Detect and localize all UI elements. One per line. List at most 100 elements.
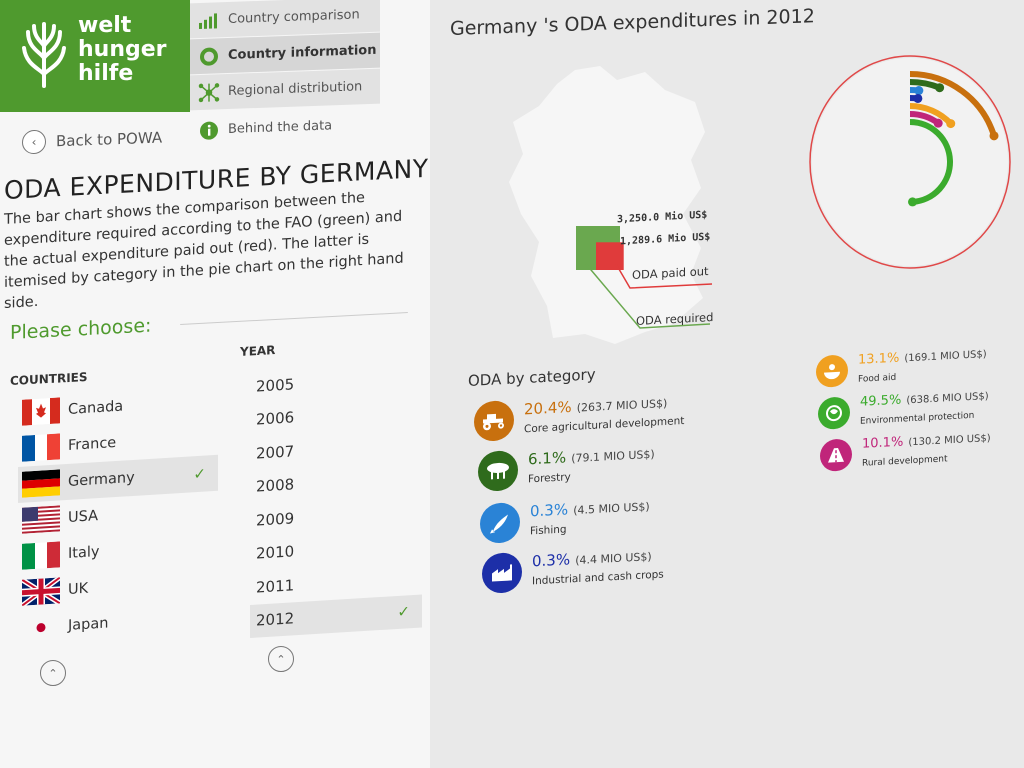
back-to-powa-link[interactable]: ‹ Back to POWA xyxy=(22,126,162,155)
year-label: 2009 xyxy=(256,509,295,530)
usa-flag-icon xyxy=(22,505,60,534)
year-scroll-up-button[interactable]: ⌃ xyxy=(268,646,294,672)
category-amount: (638.6 MIO US$) xyxy=(906,391,989,407)
tree-icon xyxy=(478,449,518,492)
brand-line-1: welt xyxy=(78,13,132,38)
country-scroll-up-button[interactable]: ⌃ xyxy=(40,660,66,686)
tractor-icon xyxy=(474,399,514,442)
nav-country-information[interactable]: Country information xyxy=(190,32,380,75)
required-leader-line xyxy=(585,263,711,329)
category-food-aid: 13.1% (169.1 MIO US$) Food aid xyxy=(816,343,987,391)
chevron-up-icon: ⌃ xyxy=(48,666,58,680)
food-aid-icon xyxy=(816,353,848,388)
year-label: 2005 xyxy=(256,375,295,396)
category-amount: (263.7 MIO US$) xyxy=(576,396,668,415)
back-label: Back to POWA xyxy=(56,128,163,151)
nav-label: Regional distribution xyxy=(228,79,363,99)
ring-end-road-icon xyxy=(933,118,943,128)
ring-end-food-aid-icon xyxy=(946,119,956,129)
ring-background xyxy=(812,58,1008,266)
bar-oda-paid xyxy=(596,242,624,270)
bar-chart-icon xyxy=(198,9,220,32)
category-pct: 0.3% xyxy=(530,500,569,521)
ring-end-globe-icon xyxy=(908,197,918,207)
nav-label: Country comparison xyxy=(228,7,360,27)
country-item-japan[interactable]: Japan xyxy=(18,599,218,647)
year-label: 2007 xyxy=(256,442,295,463)
category-amount: (79.1 MIO US$) xyxy=(571,447,655,466)
oda-bar-chart xyxy=(576,226,713,329)
category-pct: 13.1% xyxy=(858,350,900,368)
category-amount: (4.5 MIO US$) xyxy=(573,500,650,518)
category-pct: 10.1% xyxy=(862,434,904,452)
country-item-france[interactable]: France xyxy=(18,419,218,467)
factory-icon xyxy=(482,551,522,594)
ring-end-fish-icon xyxy=(914,86,924,96)
country-item-uk[interactable]: UK xyxy=(18,563,218,611)
category-pct: 49.5% xyxy=(860,392,902,410)
category-pct: 0.3% xyxy=(532,550,571,571)
country-item-germany[interactable]: Germany ✓ xyxy=(18,454,218,503)
country-item-canada[interactable]: Canada xyxy=(18,383,218,431)
country-item-italy[interactable]: Italy xyxy=(18,527,218,575)
year-label: 2012 xyxy=(256,609,295,630)
france-flag-icon xyxy=(22,433,60,462)
brand-line-3: hilfe xyxy=(78,61,134,86)
category-core-agricultural: 20.4% (263.7 MIO US$) Core agricultural … xyxy=(474,391,684,442)
country-item-usa[interactable]: USA xyxy=(18,491,218,539)
germany-map xyxy=(505,62,725,356)
info-icon xyxy=(198,119,220,142)
year-list: 2005 2006 2007 2008 2009 2010 2011 2012 … xyxy=(250,359,422,638)
category-amount: (4.4 MIO US$) xyxy=(575,550,652,568)
category-rural-development: 10.1% (130.2 MIO US$) Rural development xyxy=(820,427,991,475)
country-label: France xyxy=(68,434,117,454)
category-industrial-cash-crops: 0.3% (4.4 MIO US$) Industrial and cash c… xyxy=(482,544,664,594)
category-fishing: 0.3% (4.5 MIO US$) Fishing xyxy=(480,495,650,544)
ring-end-tractor-icon xyxy=(989,131,999,141)
brand-line-2: hunger xyxy=(78,37,167,62)
category-pct: 20.4% xyxy=(524,397,572,419)
category-ring-chart xyxy=(806,52,1016,276)
canada-flag-icon xyxy=(22,397,60,426)
category-amount: (130.2 MIO US$) xyxy=(908,433,991,449)
category-environmental-protection: 49.5% (638.6 MIO US$) Environmental prot… xyxy=(818,385,989,433)
welthungerhilfe-logo[interactable]: welt hunger hilfe xyxy=(0,0,190,112)
ring-end-factory-icon xyxy=(913,93,923,103)
checkmark-icon: ✓ xyxy=(397,602,410,622)
nav-behind-the-data[interactable]: Behind the data xyxy=(190,107,380,149)
nav-label: Country information xyxy=(228,42,377,63)
nav-label: Behind the data xyxy=(228,118,333,137)
japan-flag-icon xyxy=(22,613,60,642)
category-forestry: 6.1% (79.1 MIO US$) Forestry xyxy=(478,443,655,492)
year-label: 2010 xyxy=(256,542,295,563)
ring-arc-tractor xyxy=(909,71,997,137)
globe-icon xyxy=(818,395,850,430)
nav-country-comparison[interactable]: Country comparison xyxy=(190,0,380,39)
year-label: 2011 xyxy=(256,576,295,597)
year-label: 2008 xyxy=(256,475,295,496)
country-label: Japan xyxy=(68,615,109,634)
road-icon xyxy=(820,437,852,472)
uk-flag-icon xyxy=(20,575,62,608)
country-list: Canada France Germany ✓ USA Italy UK xyxy=(18,383,218,647)
ring-outer-border xyxy=(809,55,1011,269)
fish-icon xyxy=(480,501,520,544)
wheat-logo-icon xyxy=(22,22,66,88)
category-amount: (169.1 MIO US$) xyxy=(904,349,987,365)
country-label: USA xyxy=(68,508,99,526)
year-header: YEAR xyxy=(240,343,276,359)
country-label: UK xyxy=(68,580,89,598)
germany-flag-icon xyxy=(22,469,60,498)
donut-icon xyxy=(198,45,220,68)
nav-regional-distribution[interactable]: Regional distribution xyxy=(190,68,380,111)
country-label: Canada xyxy=(68,398,124,418)
year-label: 2006 xyxy=(256,408,295,429)
country-label: Germany xyxy=(68,469,135,490)
italy-flag-icon xyxy=(22,541,60,570)
germany-map-shape xyxy=(509,66,705,344)
ring-end-tree-icon xyxy=(935,83,945,93)
ring-chart-svg xyxy=(809,55,1011,269)
paid-leader-line xyxy=(615,263,713,289)
brand-name: welt hunger hilfe xyxy=(78,14,167,86)
ring-arc-globe xyxy=(909,119,953,205)
